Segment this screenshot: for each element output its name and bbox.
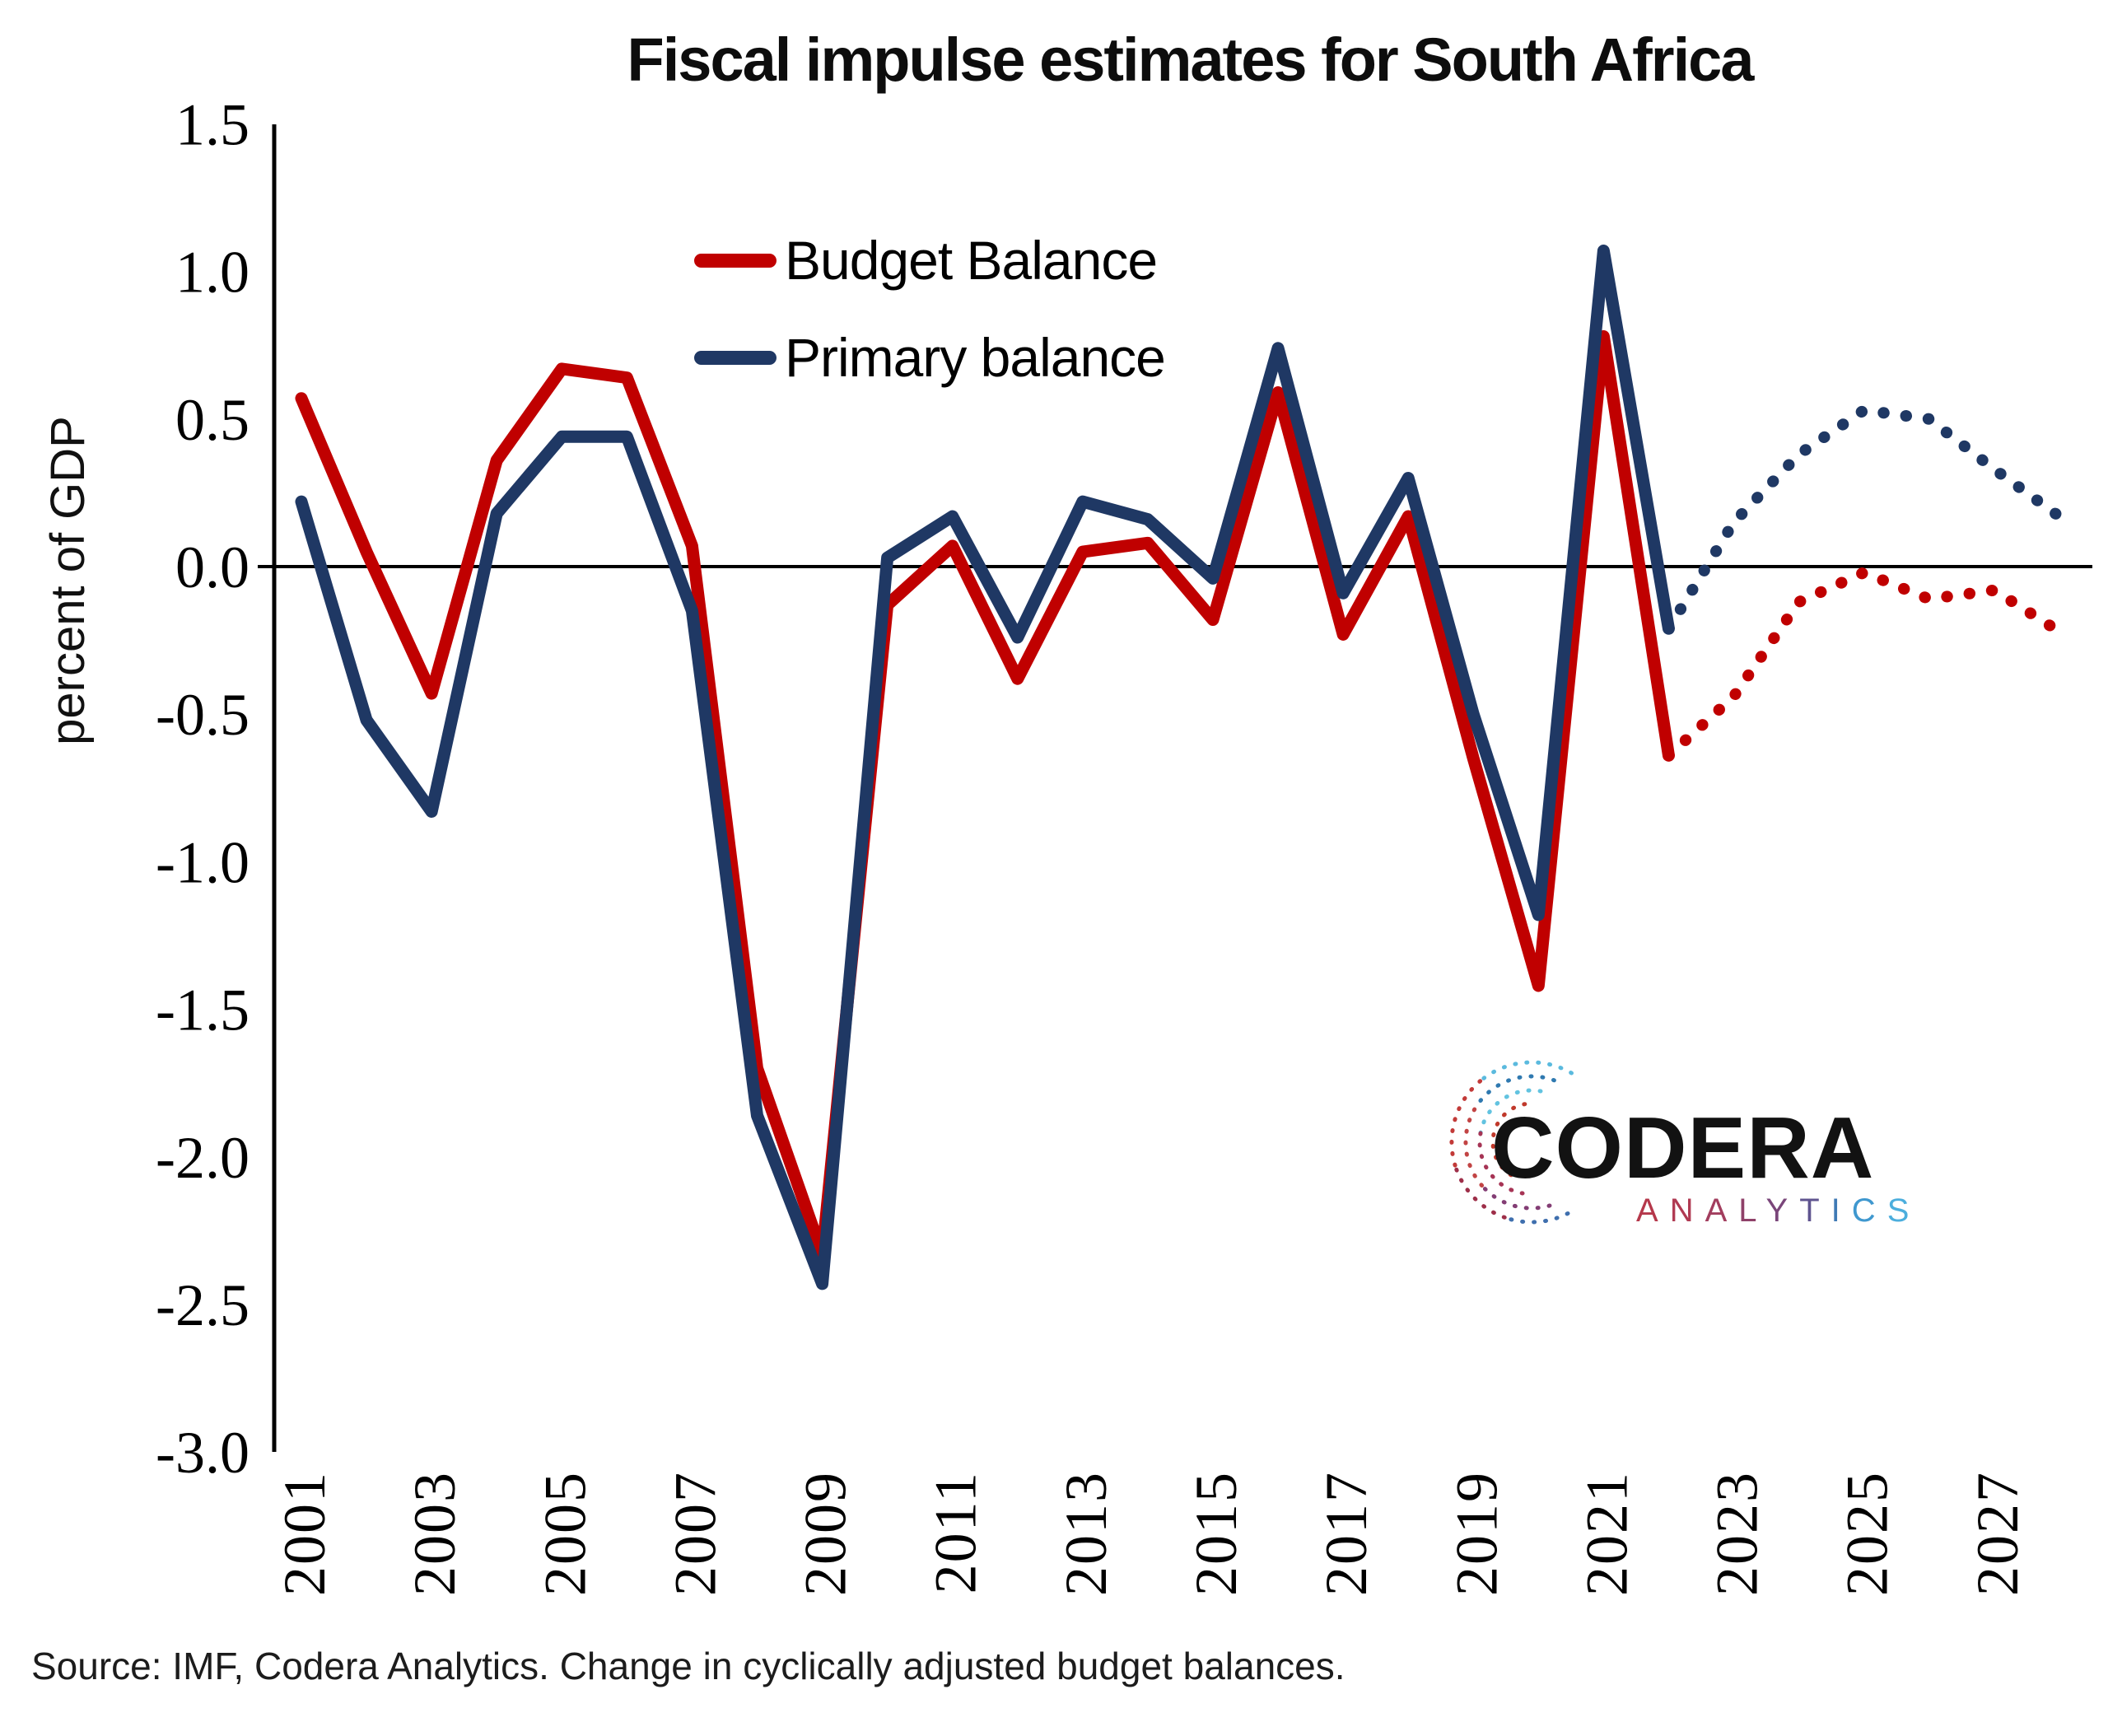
y-tick-label: 1.5: [175, 91, 250, 157]
series-line-budget-balance: [295, 329, 1675, 1261]
y-tick-label: -2.5: [156, 1272, 250, 1338]
y-axis-tick-labels: 1.5 1.0 0.5 0.0 -0.5 -1.0 -1.5 -2.0 -2.5 -3.0: [156, 91, 250, 1486]
legend-label-budget-balance: Budget Balance: [785, 230, 1158, 291]
x-tick-label: 2005: [532, 1471, 598, 1596]
x-tick-label: 2013: [1053, 1471, 1119, 1596]
codera-logo: CODERA ANALYTICS: [1437, 1048, 1909, 1237]
x-tick-label: 2007: [662, 1471, 728, 1596]
x-tick-label: 2011: [923, 1471, 989, 1594]
legend-swatch-budget-balance: [694, 253, 777, 268]
chart-title: Fiscal impulse estimates for South Afric…: [627, 26, 1755, 94]
x-tick-label: 2023: [1705, 1471, 1770, 1596]
x-tick-label: 2019: [1443, 1471, 1509, 1596]
y-tick-label: -1.0: [156, 829, 250, 895]
series-line-primary-balance-forecast: [1663, 404, 2065, 635]
logo-subtitle: ANALYTICS: [1636, 1192, 1921, 1229]
source-note: Source: IMF, Codera Analytics. Change in…: [31, 1645, 1345, 1687]
y-tick-label: -2.0: [156, 1125, 250, 1191]
x-tick-label: 2015: [1183, 1471, 1249, 1596]
y-tick-label: -1.5: [156, 978, 250, 1043]
x-tick-label: 2017: [1313, 1471, 1379, 1596]
x-tick-label: 2027: [1965, 1471, 2031, 1596]
series-line-budget-balance-forecast: [1663, 567, 2065, 762]
series-lines: [295, 245, 2065, 1290]
y-tick-label: 0.5: [175, 387, 250, 453]
logo-name: CODERA: [1491, 1099, 1875, 1197]
x-axis-tick-labels: 2001 2003 2005 2007 2009 2011 2013 2015 2017 2019…: [272, 1471, 2031, 1596]
x-tick-label: 2001: [272, 1471, 338, 1596]
legend-item-primary-balance: Primary balance: [694, 327, 1166, 388]
codera-logo-icon: [1449, 1060, 1574, 1225]
x-tick-label: 2003: [402, 1471, 468, 1596]
x-tick-label: 2009: [793, 1471, 859, 1596]
y-tick-label: 0.0: [175, 534, 250, 600]
legend: Budget Balance Primary balance: [694, 230, 1166, 427]
legend-swatch-primary-balance: [694, 350, 777, 365]
legend-item-budget-balance: Budget Balance: [694, 230, 1165, 291]
series-line-primary-balance: [295, 245, 1675, 1290]
y-tick-label: -0.5: [156, 682, 250, 748]
y-tick-label: -3.0: [156, 1420, 250, 1486]
x-tick-label: 2021: [1574, 1471, 1639, 1596]
y-tick-label: 1.0: [175, 240, 250, 306]
legend-label-primary-balance: Primary balance: [785, 327, 1166, 388]
x-tick-label: 2025: [1835, 1471, 1900, 1596]
